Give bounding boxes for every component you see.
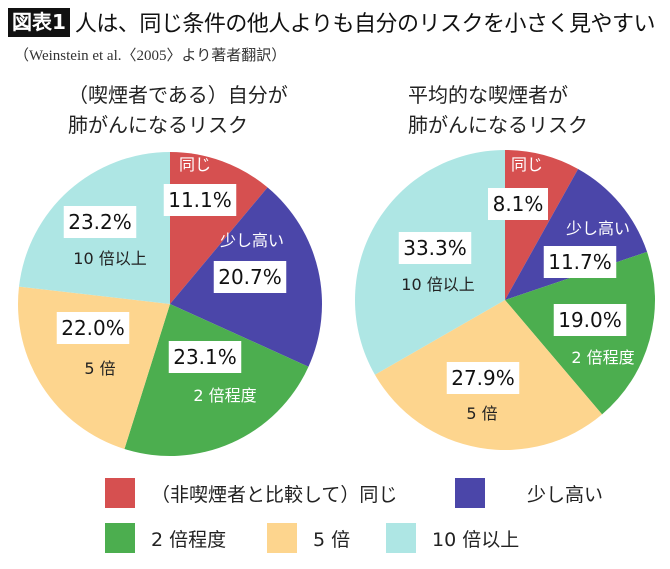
pie2-value-label-five-times: 27.9%: [451, 366, 515, 390]
pie1-value-label-same: 11.1%: [168, 188, 232, 212]
legend-label: 10 倍以上: [432, 528, 520, 551]
legend-item-ten-plus: 10 倍以上: [386, 523, 519, 553]
pie2-value-label-twice: 19.0%: [558, 308, 622, 332]
pie2-value-box-same: [488, 188, 548, 220]
pie2-value-label-ten-plus: 33.3%: [403, 236, 467, 260]
legend-swatch-slightly-higher: [455, 478, 485, 508]
pie2-value-box-five-times: [446, 362, 520, 394]
pie1-value-label-ten-plus: 23.2%: [68, 210, 132, 234]
pie2-value-label-same: 8.1%: [493, 192, 544, 216]
source-note: （Weinstein et al.〈2005〉より著者翻訳）: [14, 48, 287, 64]
figure-badge: 図表1: [8, 7, 70, 37]
pie1-value-box-five-times: [56, 312, 130, 344]
pie1-category-label-five-times: 5 倍: [84, 359, 115, 378]
legend-label: 少し高い: [527, 483, 604, 506]
figure-title: 人は、同じ条件の他人よりも自分のリスクを小さく見やすい: [74, 12, 656, 37]
legend-item-twice: 2 倍程度: [105, 523, 226, 553]
pie1-value-box-ten-plus: [63, 206, 137, 238]
pie1-title-line1: （喫煙者である）自分が: [68, 83, 288, 107]
pie2-category-label-five-times: 5 倍: [466, 404, 497, 423]
pie1-value-label-five-times: 22.0%: [61, 316, 125, 340]
pie2-value-box-ten-plus: [398, 232, 472, 264]
pie1-category-label-ten-plus: 10 倍以上: [73, 249, 146, 268]
legend-swatch-twice: [105, 523, 135, 553]
pie1-category-label-slightly-higher: 少し高い: [220, 231, 284, 250]
pie2-category-label-twice: 2 倍程度: [571, 348, 634, 367]
pie2-value-box-slightly-higher: [543, 246, 617, 278]
pie2-value-box-twice: [553, 304, 627, 336]
legend-label: 5 倍: [313, 528, 351, 551]
legend-swatch-five-times: [267, 523, 297, 553]
pie1-value-label-twice: 23.1%: [173, 345, 237, 369]
pie1-category-label-same: 同じ: [179, 155, 211, 174]
figure-header: 図表1 人は、同じ条件の他人よりも自分のリスクを小さく見やすい: [8, 6, 655, 38]
pie2-slice-same: [505, 150, 579, 300]
pie1-value-box-same: [163, 184, 237, 216]
pie1-category-label-twice: 2 倍程度: [193, 386, 256, 405]
legend-label: 2 倍程度: [151, 528, 227, 551]
pie1-slice-five-times: [18, 286, 171, 450]
pie2-title: 平均的な喫煙者が 肺がんになるリスク: [408, 80, 588, 140]
pie1-value-label-slightly-higher: 20.7%: [218, 265, 282, 289]
legend-item-five-times: 5 倍: [267, 523, 350, 553]
pie1-title-line2: 肺がんになるリスク: [68, 113, 248, 137]
legend-label: （非喫煙者と比較して）同じ: [151, 483, 398, 506]
pie2-category-label-ten-plus: 10 倍以上: [401, 275, 474, 294]
pie1-value-box-twice: [168, 341, 242, 373]
pie2-category-label-slightly-higher: 少し高い: [566, 219, 630, 238]
pie2-value-label-slightly-higher: 11.7%: [548, 250, 612, 274]
pie2-category-label-same: 同じ: [511, 155, 543, 174]
pie1-value-box-slightly-higher: [213, 261, 287, 293]
pie2-title-line2: 肺がんになるリスク: [408, 113, 588, 137]
pie2-slice-slightly-higher: [505, 169, 648, 300]
legend-item-same: （非喫煙者と比較して）同じ: [105, 478, 397, 508]
pie2-title-line1: 平均的な喫煙者が: [408, 83, 568, 107]
legend-item-slightly-higher: 少し高い: [455, 478, 603, 508]
pie1-title: （喫煙者である）自分が 肺がんになるリスク: [68, 80, 288, 140]
legend-swatch-ten-plus: [386, 523, 416, 553]
legend-swatch-same: [105, 478, 135, 508]
